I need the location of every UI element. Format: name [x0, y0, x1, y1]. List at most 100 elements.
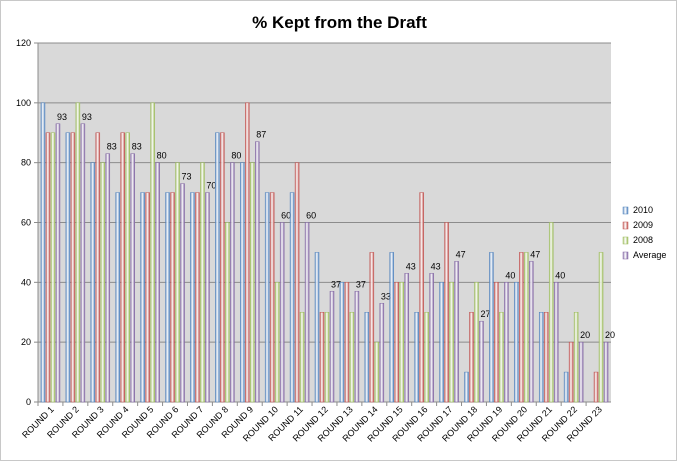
data-label: 80 — [157, 151, 167, 161]
bar-2008 — [50, 132, 56, 403]
legend-swatch-2009 — [622, 221, 629, 230]
legend-label: 2009 — [633, 220, 653, 230]
bar-2008 — [573, 312, 579, 403]
chart-title: % Kept from the Draft — [252, 13, 427, 32]
bar-2008 — [125, 132, 130, 403]
bar-2008 — [474, 282, 479, 403]
bar-2008 — [548, 222, 554, 403]
bar-2010 — [514, 282, 519, 403]
y-tick-label: 60 — [21, 218, 31, 228]
data-label: 20 — [605, 330, 615, 340]
bar-2008 — [200, 162, 205, 403]
bar-average — [454, 261, 459, 403]
bar-average — [55, 123, 61, 403]
y-tick-label: 40 — [21, 277, 31, 287]
data-label: 43 — [406, 261, 416, 271]
bar-2009 — [245, 102, 250, 403]
data-label: 83 — [132, 142, 142, 152]
data-label: 33 — [381, 291, 391, 301]
bar-2009 — [95, 132, 101, 403]
bar-2010 — [414, 312, 419, 403]
bar-2008 — [150, 102, 155, 403]
bar-2010 — [364, 312, 370, 403]
bar-2008 — [349, 312, 355, 403]
data-label: 93 — [82, 112, 92, 122]
bar-2010 — [314, 252, 320, 403]
bar-2009 — [568, 341, 574, 403]
bar-2009 — [120, 132, 125, 403]
bar-2008 — [399, 282, 404, 403]
bar-2009 — [45, 132, 51, 403]
bar-2010 — [489, 252, 494, 403]
data-label: 37 — [331, 279, 341, 289]
bar-average — [553, 282, 559, 403]
bar-2008 — [524, 252, 529, 403]
bar-2010 — [538, 312, 544, 403]
data-label: 43 — [431, 261, 441, 271]
bar-2010 — [563, 371, 569, 403]
bar-2010 — [439, 282, 444, 403]
data-label: 87 — [256, 130, 266, 140]
bar-2009 — [145, 192, 150, 403]
bar-2010 — [215, 132, 220, 403]
data-label: 70 — [206, 181, 216, 191]
bar-2010 — [165, 192, 170, 403]
legend-swatch-average — [622, 251, 629, 260]
bar-2009 — [593, 371, 599, 403]
bar-2010 — [464, 371, 469, 403]
bar-2008 — [299, 312, 305, 403]
bar-2010 — [389, 252, 394, 403]
bar-2010 — [289, 192, 295, 403]
bar-2008 — [424, 312, 429, 403]
bar-2008 — [598, 252, 604, 403]
bar-2009 — [294, 162, 300, 403]
bar-2009 — [269, 192, 275, 403]
legend-label: Average — [633, 250, 666, 260]
bar-2009 — [319, 312, 325, 403]
data-label: 40 — [505, 270, 515, 280]
bar-average — [130, 153, 135, 403]
bar-average — [105, 153, 111, 403]
bar-2009 — [543, 312, 549, 403]
bar-2008 — [100, 162, 106, 403]
data-label: 37 — [356, 279, 366, 289]
bar-2010 — [115, 192, 120, 403]
bar-average — [80, 123, 86, 403]
bar-2010 — [140, 192, 145, 403]
legend-label: 2008 — [633, 235, 653, 245]
bar-2008 — [449, 282, 454, 403]
bar-2008 — [75, 102, 81, 403]
data-label: 27 — [480, 309, 490, 319]
y-tick-label: 0 — [26, 397, 31, 407]
bar-2009 — [494, 282, 499, 403]
bar-average — [180, 183, 185, 403]
bar-average — [255, 141, 260, 403]
bar-2009 — [195, 192, 200, 403]
data-label: 83 — [107, 142, 117, 152]
bar-2008 — [274, 282, 280, 403]
legend-swatch-2008 — [622, 236, 629, 245]
data-label: 80 — [231, 151, 241, 161]
y-tick-label: 20 — [21, 337, 31, 347]
bar-2010 — [90, 162, 96, 403]
bar-average — [404, 273, 409, 403]
y-tick-label: 120 — [16, 38, 31, 48]
bar-2009 — [419, 192, 424, 403]
y-tick-label: 80 — [21, 158, 31, 168]
bar-2009 — [369, 252, 375, 403]
bar-average — [304, 222, 310, 403]
y-tick-label: 100 — [16, 98, 31, 108]
bar-average — [578, 341, 584, 403]
data-label: 60 — [281, 211, 291, 221]
bar-2009 — [519, 252, 524, 403]
bar-2008 — [250, 162, 255, 403]
bar-2009 — [170, 192, 175, 403]
data-label: 47 — [456, 249, 466, 259]
bar-2008 — [175, 162, 180, 403]
bar-2009 — [394, 282, 399, 403]
data-label: 47 — [530, 249, 540, 259]
bar-average — [155, 162, 160, 403]
bar-2009 — [220, 132, 225, 403]
bar-average — [379, 303, 385, 403]
